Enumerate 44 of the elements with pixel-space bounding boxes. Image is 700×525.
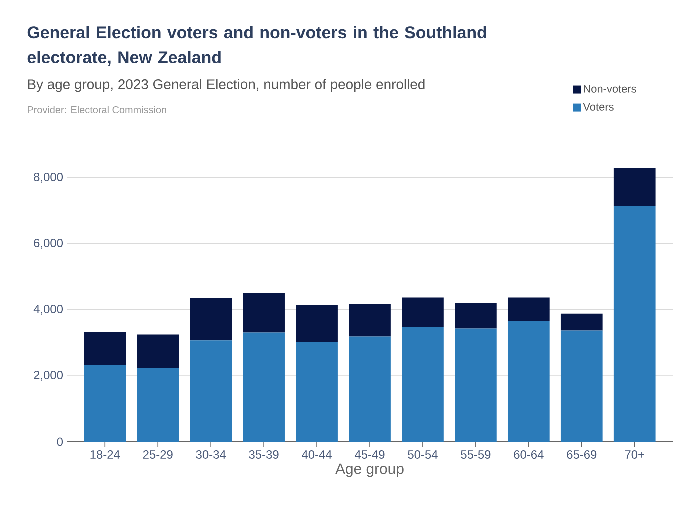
bar	[190, 298, 232, 341]
bar	[508, 298, 550, 322]
x-tick-label: 65-69	[567, 450, 597, 459]
x-tick-label: 30-34	[196, 450, 226, 459]
bar	[614, 206, 656, 442]
legend-label: Non-voters	[584, 85, 636, 93]
bar	[455, 328, 497, 442]
text: Provider: Electoral Commission	[28, 106, 166, 114]
bar	[84, 332, 126, 366]
bar	[402, 298, 444, 328]
bar	[508, 322, 550, 442]
bar	[84, 365, 126, 442]
x-axis-title: Age group	[336, 464, 404, 478]
y-tick-label: 8,000	[34, 172, 64, 183]
bar	[560, 330, 603, 442]
chart-title: General Election voters and non-voters in the Southland electorate, New Zealand	[28, 26, 486, 66]
bar	[137, 368, 180, 442]
x-tick-label: 60-64	[514, 450, 544, 459]
bar	[349, 336, 391, 442]
bar	[296, 342, 338, 442]
bar	[137, 334, 180, 368]
x-tick-label: 50-54	[408, 450, 438, 459]
chart-subtitle: By age group, 2023 General Election, number of people enrolled	[28, 79, 425, 92]
bar	[349, 304, 391, 337]
bar	[614, 168, 656, 206]
bar	[402, 327, 444, 442]
bar	[560, 314, 603, 331]
y-tick-label: 0	[57, 438, 64, 446]
x-tick-label: 25-29	[143, 450, 173, 459]
bar	[190, 340, 232, 442]
x-tick-label: 18-24	[90, 450, 120, 459]
x-tick-label: 40-44	[302, 450, 332, 459]
x-tick-label: 35-39	[249, 450, 279, 459]
y-tick-label: 6,000	[34, 239, 64, 249]
x-tick-label: 55-59	[461, 450, 491, 459]
bar	[243, 293, 285, 333]
bar	[296, 305, 338, 342]
x-tick-label: 45-49	[354, 450, 385, 459]
y-tick-label: 4,000	[34, 305, 64, 315]
legend-label: Voters	[583, 103, 614, 111]
bar	[243, 332, 285, 442]
bar	[455, 303, 497, 329]
y-tick-label: 2,000	[34, 371, 64, 381]
x-tick-label: 70+	[625, 450, 644, 459]
